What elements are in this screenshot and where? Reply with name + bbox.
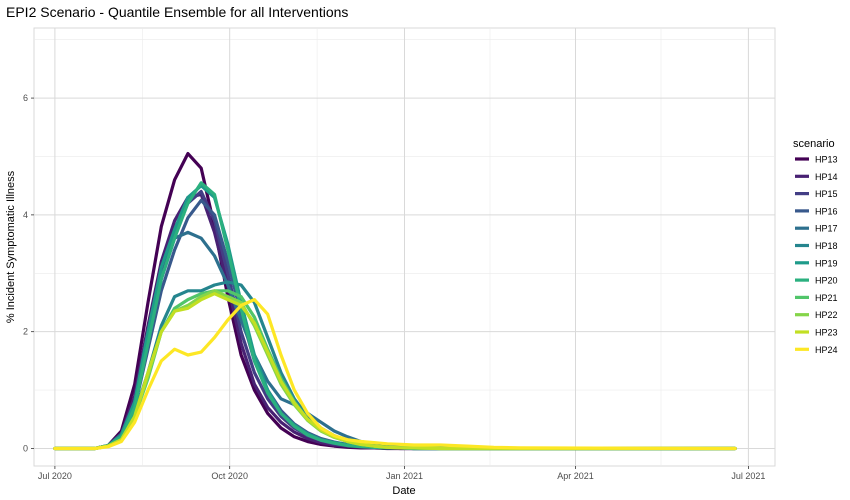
series-line-hp14	[53, 192, 737, 451]
y-tick-label: 0	[23, 443, 28, 453]
series-line-hp15	[53, 189, 737, 451]
y-axis-ticks: 0 2 4 6	[23, 93, 34, 453]
y-tick-label: 2	[23, 327, 28, 337]
x-axis-ticks: Jul 2020 Oct 2020 Jan 2021 Apr 2021 Jul 2021	[38, 466, 765, 481]
legend-label-hp18: HP18	[815, 241, 838, 251]
x-tick-label: Apr 2021	[557, 471, 594, 481]
legend-label-hp22: HP22	[815, 310, 838, 320]
legend-label-hp19: HP19	[815, 258, 838, 268]
y-axis-title: % Incident Symptomatic Illness	[5, 170, 17, 323]
major-gridlines	[34, 28, 775, 466]
x-tick-label: Jan 2021	[386, 471, 423, 481]
x-axis-title: Date	[392, 485, 415, 497]
x-tick-label: Jul 2021	[731, 471, 765, 481]
legend-label-hp16: HP16	[815, 206, 838, 216]
series-lines	[53, 152, 737, 451]
legend-items: HP13 HP14 HP15 HP16 HP17 HP18 HP19 HP20 HP21 HP22…	[795, 155, 838, 355]
chart-title: EPI2 Scenario - Quantile Ensemble for al…	[6, 4, 348, 20]
legend-label-hp15: HP15	[815, 189, 838, 199]
legend-label-hp14: HP14	[815, 172, 838, 182]
y-tick-label: 6	[23, 93, 28, 103]
legend-label-hp21: HP21	[815, 293, 838, 303]
legend-title: scenario	[793, 138, 835, 150]
y-tick-label: 4	[23, 210, 28, 220]
legend-label-hp20: HP20	[815, 276, 838, 286]
x-tick-label: Oct 2020	[211, 471, 248, 481]
legend-label-hp23: HP23	[815, 328, 838, 338]
legend-label-hp17: HP17	[815, 224, 838, 234]
series-line-hp16	[53, 198, 737, 451]
legend-label-hp13: HP13	[815, 155, 838, 165]
legend-label-hp24: HP24	[815, 345, 838, 355]
series-line-hp24	[53, 298, 737, 451]
x-tick-label: Jul 2020	[38, 471, 72, 481]
legend: scenario HP13 HP14 HP15 HP16 HP17 HP18 HP19 HP2…	[793, 138, 838, 355]
series-line-hp23	[53, 292, 737, 451]
